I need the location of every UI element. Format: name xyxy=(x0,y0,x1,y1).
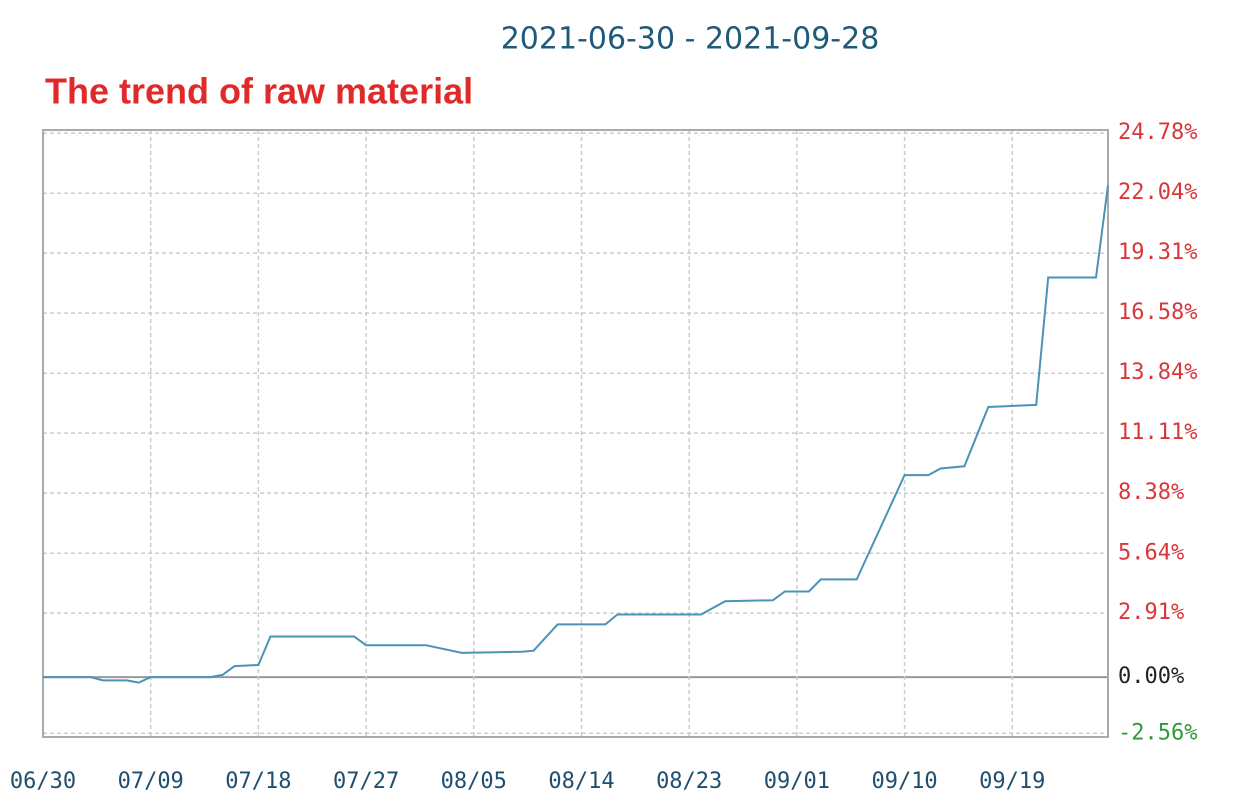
x-tick-label: 07/27 xyxy=(333,769,399,794)
y-tick-label: 24.78% xyxy=(1118,120,1197,145)
x-tick-label: 09/19 xyxy=(979,769,1045,794)
line xyxy=(43,185,1109,684)
grid xyxy=(43,130,1108,737)
plot-border xyxy=(42,129,1109,738)
y-tick-label: 5.64% xyxy=(1118,540,1184,565)
y-tick-label: 13.84% xyxy=(1118,360,1197,385)
y-tick-label: 19.31% xyxy=(1118,240,1197,265)
y-tick-label: 11.11% xyxy=(1118,420,1197,445)
x-tick-label: 07/18 xyxy=(225,769,291,794)
chart-subtitle: The trend of raw material xyxy=(45,71,473,112)
chart-title: 2021-06-30 - 2021-09-28 xyxy=(501,22,880,57)
x-tick-label: 09/10 xyxy=(871,769,937,794)
x-tick-label: 07/09 xyxy=(118,769,184,794)
y-tick-label: 0.00% xyxy=(1118,664,1184,689)
y-tick-label: -2.56% xyxy=(1118,720,1197,745)
x-tick-label: 06/30 xyxy=(10,769,76,794)
x-tick-label: 08/05 xyxy=(441,769,507,794)
x-tick-label: 09/01 xyxy=(764,769,830,794)
y-tick-label: 2.91% xyxy=(1118,600,1184,625)
y-tick-label: 16.58% xyxy=(1118,300,1197,325)
x-tick-label: 08/23 xyxy=(656,769,722,794)
y-tick-label: 22.04% xyxy=(1118,180,1197,205)
x-tick-label: 08/14 xyxy=(548,769,614,794)
y-tick-label: 8.38% xyxy=(1118,480,1184,505)
